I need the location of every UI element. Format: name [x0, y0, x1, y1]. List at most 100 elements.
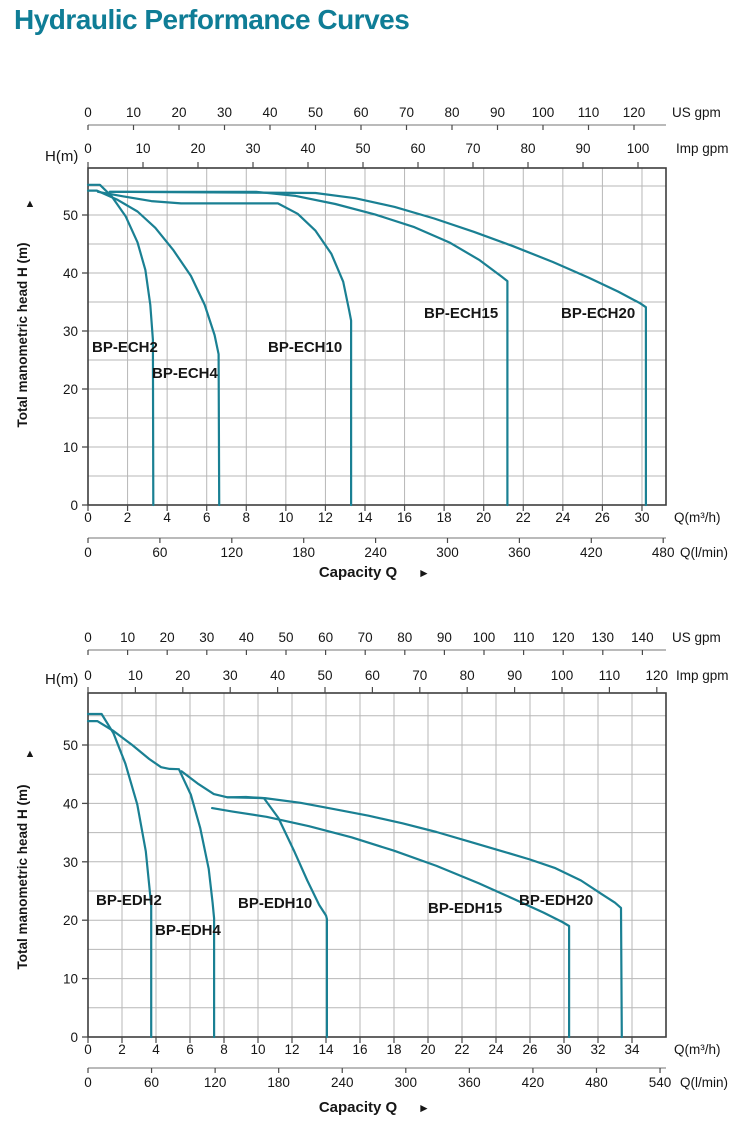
- m3h-tick-label: 8: [220, 1042, 228, 1057]
- m3h-tick-label: 10: [278, 510, 293, 525]
- m3h-tick-label: 22: [454, 1042, 469, 1057]
- lmin-axis: 0 60 120 180 240 300 360 420 480 540 Q(l/min): [84, 1067, 728, 1090]
- curve-BP-ECH10: [96, 190, 353, 507]
- curve-BP-EDH20: [226, 796, 623, 1039]
- corner-label: H(m): [45, 671, 78, 688]
- imp-gpm-tick-label: 100: [627, 141, 650, 156]
- plot-border: [87, 692, 667, 1038]
- us-gpm-tick-label: 100: [473, 630, 496, 645]
- us-gpm-tick-label: 120: [623, 105, 646, 120]
- imp-gpm-tick-label: 90: [575, 141, 590, 156]
- us-gpm-tick-label: 60: [318, 630, 333, 645]
- m3h-tick-label: 14: [318, 1042, 334, 1057]
- us-gpm-tick-label: 20: [171, 105, 186, 120]
- y-tick-label: 20: [63, 382, 78, 397]
- curve-BP-EDH4: [86, 720, 216, 1039]
- m3h-tick-label: 8: [243, 510, 251, 525]
- plot-grid: [87, 693, 667, 1037]
- lmin-tick-label: 0: [84, 1075, 92, 1090]
- lmin-tick-label: 0: [84, 545, 92, 560]
- imp-gpm-tick-label: 80: [520, 141, 535, 156]
- m3h-tick-label: 20: [420, 1042, 435, 1057]
- imp-gpm-tick-label: 80: [460, 668, 475, 683]
- lmin-unit-label: Q(l/min): [680, 1075, 728, 1090]
- m3h-tick-label: 16: [352, 1042, 367, 1057]
- us-gpm-tick-label: 90: [437, 630, 452, 645]
- lmin-tick-label: 60: [152, 545, 167, 560]
- lmin-tick-label: 300: [395, 1075, 418, 1090]
- curve-BP-ECH4: [86, 189, 221, 507]
- us-gpm-tick-label: 140: [631, 630, 654, 645]
- lmin-tick-label: 420: [522, 1075, 545, 1090]
- lmin-tick-label: 240: [364, 545, 387, 560]
- us-gpm-tick-label: 60: [353, 105, 368, 120]
- imp-gpm-tick-label: 60: [365, 668, 380, 683]
- lmin-axis: 0 60 120 180 240 300 360 420 480 Q(l/min): [84, 537, 728, 560]
- us-gpm-tick-label: 80: [444, 105, 459, 120]
- imp-gpm-tick-label: 70: [465, 141, 480, 156]
- imp-gpm-tick-label: 0: [84, 668, 92, 683]
- y-axis: 0 10 20 30 40 50: [63, 738, 88, 1045]
- curve-label-BP-ECH4: BP-ECH4: [152, 365, 219, 382]
- x-axis-title: Capacity Q: [319, 564, 398, 581]
- lmin-tick-label: 180: [267, 1075, 290, 1090]
- m3h-tick-label: 6: [203, 510, 211, 525]
- y-tick-label: 30: [63, 855, 78, 870]
- imp-gpm-unit-label: Imp gpm: [676, 668, 729, 683]
- y-tick-label: 10: [63, 440, 78, 455]
- m3h-tick-label: 6: [186, 1042, 194, 1057]
- imp-gpm-tick-label: 60: [410, 141, 425, 156]
- curve-label-BP-EDH4: BP-EDH4: [155, 922, 222, 939]
- m3h-axis: 0 2 4 6 8 10 12 14 16 18 20 22 24 26 30 Q(m³/h): [84, 505, 721, 525]
- imp-gpm-tick-label: 30: [223, 668, 238, 683]
- imp-gpm-tick-label: 100: [551, 668, 574, 683]
- imp-gpm-tick-label: 30: [245, 141, 260, 156]
- y-tick-label: 0: [70, 1030, 78, 1045]
- m3h-tick-label: 18: [437, 510, 452, 525]
- y-tick-label: 20: [63, 913, 78, 928]
- curve-BP-EDH10: [180, 770, 328, 1039]
- m3h-tick-label: 2: [124, 510, 132, 525]
- lmin-tick-label: 360: [458, 1075, 481, 1090]
- m3h-tick-label: 2: [118, 1042, 126, 1057]
- m3h-tick-label: 4: [152, 1042, 160, 1057]
- lmin-tick-label: 540: [649, 1075, 672, 1090]
- m3h-tick-label: 12: [284, 1042, 299, 1057]
- y-axis-title: Total manometric head H (m): [15, 784, 30, 969]
- m3h-tick-label: 16: [397, 510, 412, 525]
- us-gpm-tick-label: 50: [278, 630, 293, 645]
- imp-gpm-tick-label: 20: [175, 668, 190, 683]
- curve-label-BP-ECH10: BP-ECH10: [268, 339, 342, 356]
- lmin-tick-label: 300: [436, 545, 459, 560]
- m3h-tick-label: 0: [84, 510, 92, 525]
- us-gpm-tick-label: 70: [358, 630, 373, 645]
- us-gpm-unit-label: US gpm: [672, 630, 721, 645]
- curve-label-BP-EDH20: BP-EDH20: [519, 892, 593, 909]
- imp-gpm-tick-label: 10: [128, 668, 143, 683]
- us-gpm-tick-label: 130: [592, 630, 615, 645]
- curve-label-BP-ECH15: BP-ECH15: [424, 305, 498, 322]
- y-tick-label: 10: [63, 972, 78, 987]
- m3h-tick-label: 24: [488, 1042, 504, 1057]
- y-axis-arrow-icon: ▲: [25, 198, 36, 210]
- corner-label: H(m): [45, 148, 78, 165]
- imp-gpm-tick-label: 110: [599, 668, 621, 683]
- us-gpm-tick-label: 120: [552, 630, 575, 645]
- lmin-tick-label: 120: [204, 1075, 227, 1090]
- imp-gpm-tick-label: 40: [270, 668, 285, 683]
- imp-gpm-tick-label: 40: [300, 141, 315, 156]
- page-title: Hydraulic Performance Curves: [14, 4, 410, 35]
- plot-border: [87, 167, 667, 506]
- m3h-tick-label: 26: [522, 1042, 537, 1057]
- us-gpm-tick-label: 80: [397, 630, 412, 645]
- curve-BP-ECH20: [108, 190, 647, 507]
- us-gpm-tick-label: 70: [399, 105, 414, 120]
- curve-BP-ECH2: [86, 183, 155, 507]
- y-tick-label: 40: [63, 266, 78, 281]
- x-axis-arrow-icon: ►: [418, 1101, 430, 1115]
- lmin-unit-label: Q(l/min): [680, 545, 728, 560]
- curve-label-BP-EDH10: BP-EDH10: [238, 895, 312, 912]
- curve-BP-EDH2: [86, 712, 153, 1039]
- m3h-unit-label: Q(m³/h): [674, 1042, 721, 1057]
